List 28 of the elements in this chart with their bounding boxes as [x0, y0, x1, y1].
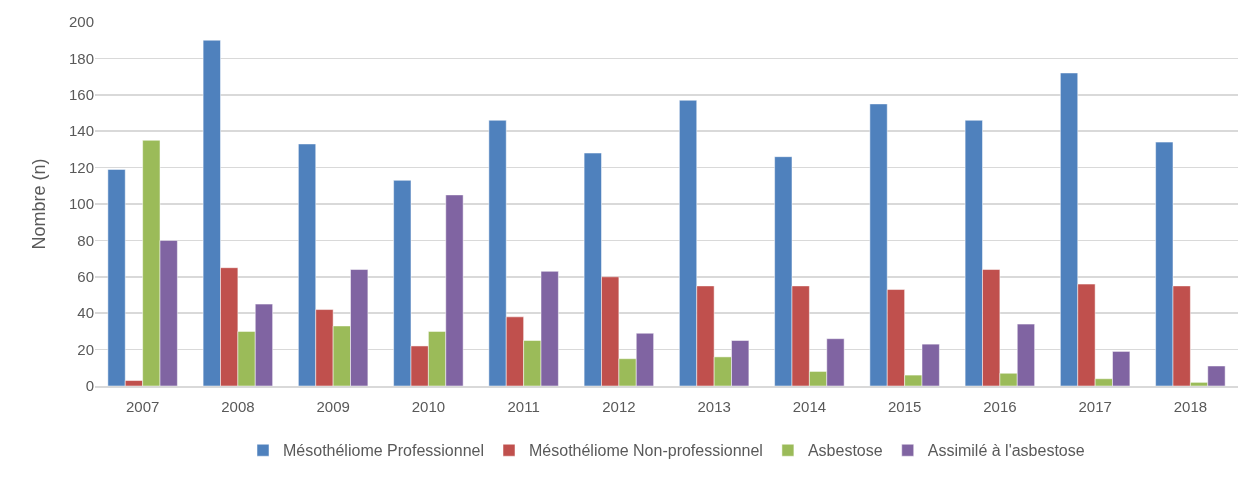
y-tick-label: 200 [68, 13, 94, 31]
legend-label: Asbestose [807, 442, 883, 460]
x-tick-label: 2013 [697, 397, 731, 415]
x-tick-label: 2009 [316, 397, 350, 415]
y-tick-label: 140 [68, 122, 94, 140]
legend-label: Mésothéliome Professionnel [283, 442, 484, 460]
y-axis-title: Nombre (n) [29, 158, 50, 250]
y-tick-label: 20 [77, 340, 94, 358]
y-tick-label: 100 [68, 195, 94, 213]
legend-label: Mésothéliome Non-professionnel [529, 442, 763, 460]
y-tick-label: 80 [77, 231, 94, 249]
x-tick-label: 2016 [983, 397, 1017, 415]
x-tick-label: 2007 [125, 397, 160, 415]
y-tick-label: 40 [77, 304, 94, 322]
x-tick-label: 2014 [792, 397, 827, 415]
x-tick-label: 2015 [887, 397, 922, 415]
x-tick-label: 2018 [1173, 397, 1208, 415]
x-tick-label: 2008 [221, 397, 255, 415]
x-tick-label: 2010 [411, 397, 446, 415]
y-tick-label: 60 [77, 268, 94, 286]
legend-label: Assimilé à l'asbestose [927, 442, 1085, 460]
y-tick-label: 180 [68, 49, 94, 67]
y-tick-label: 0 [85, 377, 94, 395]
y-tick-label: 160 [68, 86, 94, 104]
x-tick-label: 2011 [507, 397, 540, 415]
y-tick-label: 120 [68, 158, 94, 176]
x-tick-label: 2017 [1078, 397, 1112, 415]
x-tick-label: 2012 [602, 397, 636, 415]
